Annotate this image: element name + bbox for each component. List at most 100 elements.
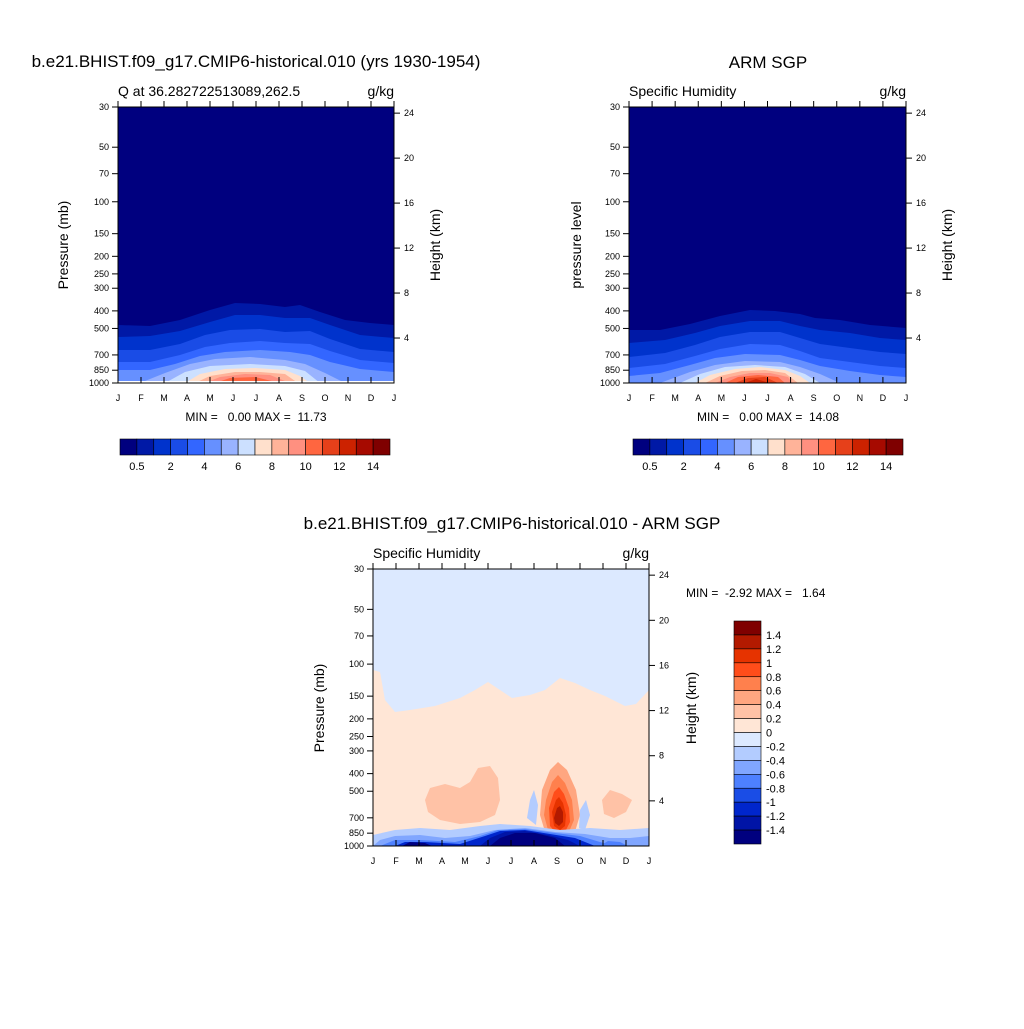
colorbar-swatch — [784, 438, 803, 456]
panel3-unit: g/kg — [623, 545, 649, 561]
colorbar-swatch — [271, 438, 290, 456]
colorbar-swatch — [305, 438, 323, 456]
colorbar-swatch — [632, 438, 651, 456]
panel2-stats: MIN = 0.00 MAX = 14.08 — [697, 410, 839, 424]
colorbar-swatch — [322, 438, 340, 456]
colorbar-label: -1.2 — [766, 811, 785, 823]
colorbar-swatch — [733, 438, 752, 456]
colorbar-label: 2 — [168, 461, 174, 473]
y2-tick-label: 16 — [916, 198, 926, 208]
colorbar-swatch — [868, 438, 887, 456]
y-tick-label: 250 — [94, 269, 109, 279]
y-tick-label: 150 — [349, 691, 364, 701]
y2-tick-label: 20 — [916, 153, 926, 163]
panel2-colorbar: 0.5 2 4 6 8 10 12 14 — [632, 438, 904, 473]
x-tick-label: J — [742, 393, 747, 403]
colorbar-label: 2 — [681, 461, 687, 473]
colorbar-swatch — [288, 438, 306, 456]
colorbar-swatch — [767, 438, 786, 456]
colorbar-swatch — [339, 438, 357, 456]
y-tick-label: 200 — [349, 714, 364, 724]
colorbar-swatch — [733, 634, 762, 650]
y-tick-label: 150 — [605, 229, 620, 239]
y-tick-label: 500 — [349, 786, 364, 796]
y2-tick-label: 4 — [916, 333, 921, 343]
y2-tick-label: 4 — [659, 796, 664, 806]
y-tick-label: 700 — [94, 350, 109, 360]
colorbar-swatch — [733, 718, 762, 733]
y-tick-label: 200 — [94, 251, 109, 261]
x-tick-label: J — [231, 393, 236, 403]
y2-tick-label: 8 — [916, 288, 921, 298]
x-tick-label: F — [649, 393, 655, 403]
colorbar-swatch — [153, 438, 171, 456]
panel1-left-label: Q at 36.282722513089,262.5 — [118, 83, 300, 99]
panel3-stats: MIN = -2.92 MAX = 1.64 — [686, 586, 826, 600]
x-tick-label: M — [206, 393, 214, 403]
y-tick-label: 100 — [94, 197, 109, 207]
colorbar-swatch — [801, 438, 819, 456]
y-tick-label: 850 — [605, 365, 620, 375]
colorbar-swatch — [733, 746, 762, 761]
x-tick-label: M — [671, 393, 679, 403]
x-tick-label: N — [857, 393, 864, 403]
x-tick-label: O — [576, 856, 583, 866]
colorbar-swatch — [733, 760, 762, 775]
colorbar-label: 0.4 — [766, 700, 781, 712]
y2-tick-label: 24 — [404, 108, 414, 118]
y-tick-label: 850 — [349, 828, 364, 838]
y-tick-label: 70 — [354, 631, 364, 641]
y2-tick-label: 20 — [404, 153, 414, 163]
colorbar-swatch — [733, 704, 762, 719]
x-tick-label: S — [299, 393, 305, 403]
x-tick-label: M — [718, 393, 726, 403]
y2-tick-label: 16 — [659, 660, 669, 670]
y2-tick-label: 8 — [404, 288, 409, 298]
y-tick-label: 150 — [94, 229, 109, 239]
colorbar-swatch — [717, 438, 735, 456]
x-tick-label: J — [904, 393, 909, 403]
colorbar-label: 0.5 — [129, 461, 144, 473]
x-tick-label: J — [486, 856, 491, 866]
x-tick-label: N — [345, 393, 352, 403]
x-tick-label: A — [184, 393, 190, 403]
colorbar-label: 14 — [367, 461, 379, 473]
x-tick-label: J — [116, 393, 121, 403]
panel3-title: b.e21.BHIST.f09_g17.CMIP6-historical.010… — [304, 514, 721, 533]
y-tick-label: 400 — [349, 769, 364, 779]
panel3-contours — [373, 569, 649, 846]
panel1-colorbar: 0.5 2 4 6 8 10 12 14 — [119, 438, 391, 473]
colorbar-label: -0.2 — [766, 741, 785, 753]
y2-tick-label: 12 — [659, 706, 669, 716]
y-tick-label: 250 — [605, 269, 620, 279]
panel1-title: b.e21.BHIST.f09_g17.CMIP6-historical.010… — [32, 52, 481, 71]
panel1-ylabel: Pressure (mb) — [55, 201, 71, 290]
colorbar-swatch — [683, 438, 701, 456]
colorbar-label: 10 — [300, 461, 312, 473]
colorbar-label: 1.4 — [766, 630, 781, 642]
y-tick-label: 700 — [349, 813, 364, 823]
y-tick-label: 1000 — [600, 378, 620, 388]
x-tick-label: M — [461, 856, 469, 866]
y-tick-label: 50 — [99, 142, 109, 152]
colorbar-swatch — [733, 787, 762, 803]
colorbar-swatch — [733, 774, 762, 789]
colorbar-label: 12 — [846, 461, 858, 473]
colorbar-swatch — [136, 438, 155, 456]
panel1-ylabel-right: Height (km) — [427, 209, 443, 281]
y-tick-label: 500 — [605, 323, 620, 333]
colorbar-label: 6 — [748, 461, 754, 473]
x-tick-label: F — [393, 856, 399, 866]
x-tick-label: J — [254, 393, 259, 403]
x-tick-label: A — [788, 393, 794, 403]
colorbar-swatch — [733, 801, 762, 817]
panel3-ylabel-right: Height (km) — [683, 672, 699, 744]
panel3-left-label: Specific Humidity — [373, 545, 480, 561]
x-tick-label: A — [695, 393, 701, 403]
colorbar-label: 8 — [782, 461, 788, 473]
y-tick-label: 50 — [610, 142, 620, 152]
x-tick-label: D — [623, 856, 630, 866]
colorbar-label: 4 — [714, 461, 720, 473]
y2-tick-label: 24 — [659, 570, 669, 580]
colorbar-swatch — [733, 662, 762, 678]
